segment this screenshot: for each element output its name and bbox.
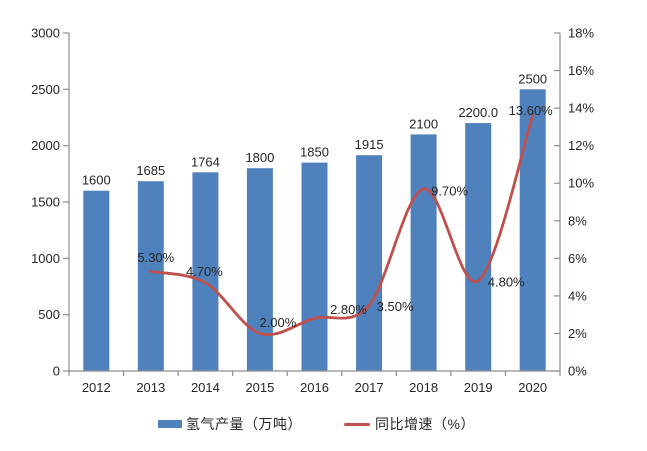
right-axis-tick-label: 4% [568, 288, 587, 303]
bar-2015 [246, 168, 273, 371]
bar-value-label: 1915 [355, 137, 384, 152]
left-axis-tick-label: 2000 [31, 138, 60, 153]
x-axis-label: 2012 [82, 380, 111, 395]
bar-value-label: 1685 [136, 163, 165, 178]
line-value-label: 13.60% [509, 103, 554, 118]
bar-value-label: 1800 [245, 150, 274, 165]
left-axis-tick-label: 2500 [31, 82, 60, 97]
right-axis-tick-label: 8% [568, 213, 587, 228]
line-value-label: 4.80% [488, 274, 525, 289]
line-value-label: 9.70% [431, 183, 468, 198]
bar-2014 [192, 172, 219, 371]
right-axis-tick-label: 10% [568, 176, 594, 191]
x-axis-label: 2018 [409, 380, 438, 395]
x-axis-label: 2020 [518, 380, 547, 395]
right-axis-tick-label: 18% [568, 26, 594, 41]
left-axis-tick-label: 500 [38, 307, 60, 322]
bar-2020 [519, 89, 546, 372]
bar-value-label: 1850 [300, 145, 329, 160]
bar-value-label: 2500 [518, 71, 547, 86]
right-axis-tick-label: 16% [568, 63, 594, 78]
right-axis-tick-label: 0% [568, 364, 587, 379]
growth-rate-line [149, 114, 535, 337]
left-axis-tick-label: 3000 [31, 26, 60, 41]
line-value-label: 3.50% [377, 299, 414, 314]
line-value-label: 5.30% [137, 250, 174, 265]
x-axis-label: 2014 [191, 380, 220, 395]
bar-2013 [137, 181, 164, 371]
right-axis-tick-label: 14% [568, 101, 594, 116]
bar-value-label: 1600 [82, 173, 111, 188]
right-axis-tick-label: 6% [568, 251, 587, 266]
x-axis-label: 2016 [300, 380, 329, 395]
right-axis-tick-label: 2% [568, 326, 587, 341]
bar-value-label: 2100 [409, 116, 438, 131]
bar-value-label: 2200.0 [458, 105, 498, 120]
legend: 氢气产量（万吨） 同比增速（%） [0, 413, 633, 435]
x-axis-label: 2015 [245, 380, 274, 395]
bar-2018 [410, 134, 437, 371]
legend-line-label: 同比增速（%） [375, 416, 475, 432]
line-value-label: 2.80% [330, 302, 367, 317]
left-axis-tick-label: 0 [53, 364, 60, 379]
x-axis-label: 2019 [464, 380, 493, 395]
legend-bar-swatch [158, 420, 183, 428]
line-value-label: 4.70% [186, 264, 223, 279]
bar-2017 [356, 155, 383, 371]
x-axis-label: 2013 [136, 380, 165, 395]
legend-item-line: 同比增速（%） [344, 414, 475, 434]
right-axis-tick-label: 12% [568, 138, 594, 153]
x-axis-label: 2017 [355, 380, 384, 395]
legend-item-bar: 氢气产量（万吨） [158, 414, 302, 434]
bar-2012 [83, 190, 110, 371]
left-axis-tick-label: 1000 [31, 251, 60, 266]
line-value-label: 2.00% [259, 315, 296, 330]
legend-line-swatch [344, 422, 371, 426]
bar-value-label: 1764 [191, 154, 220, 169]
legend-bar-label: 氢气产量（万吨） [186, 416, 303, 432]
left-axis-tick-label: 1500 [31, 195, 60, 210]
bar-2016 [301, 162, 328, 371]
bar-2019 [465, 123, 492, 371]
